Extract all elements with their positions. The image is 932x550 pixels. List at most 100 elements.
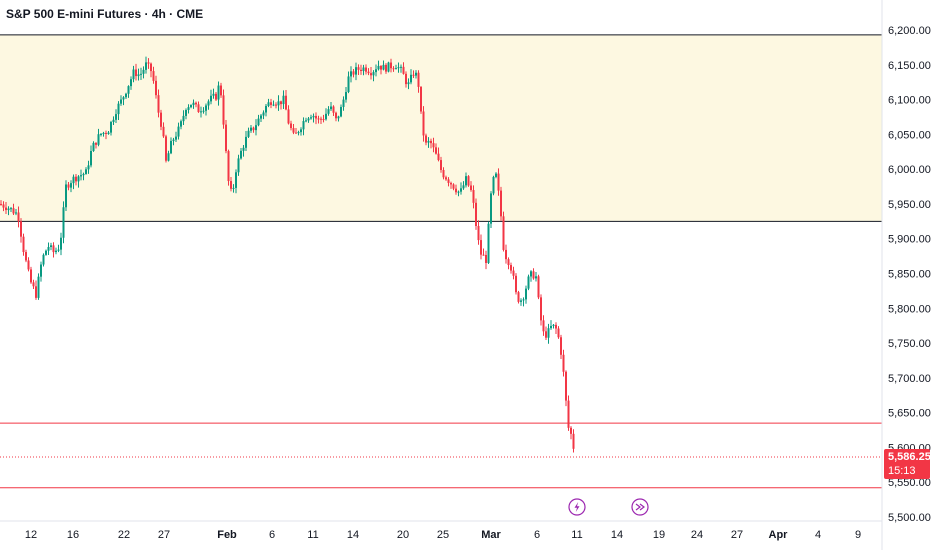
candle-body — [377, 65, 380, 70]
candle-body — [392, 68, 395, 70]
x-tick-label: 14 — [347, 529, 359, 541]
last-price-value: 5,586.25 — [888, 451, 931, 463]
candle-body — [450, 182, 452, 185]
candle-body — [152, 71, 155, 81]
candle-body — [512, 270, 515, 276]
x-tick-label: Mar — [481, 529, 501, 541]
x-tick-label: 11 — [571, 529, 582, 541]
candle-body — [527, 276, 530, 289]
candle-body — [202, 110, 205, 112]
candle-body — [132, 69, 135, 80]
candle-body — [107, 132, 110, 134]
candle-body — [57, 249, 60, 251]
candle-body — [180, 121, 182, 127]
candle-body — [90, 150, 92, 166]
candle-body — [197, 104, 200, 113]
candle-body — [477, 226, 480, 241]
candle-body — [222, 95, 225, 125]
candle-body — [295, 132, 297, 134]
candle-body — [412, 74, 415, 76]
candle-body — [347, 76, 350, 93]
chart-title: S&P 500 E-mini Futures · 4h · CME — [6, 7, 204, 21]
candle-body — [207, 101, 210, 106]
lightning-icon[interactable] — [568, 498, 586, 516]
candle-body — [245, 136, 247, 148]
candle-body — [65, 184, 67, 208]
candle-body — [435, 147, 437, 154]
candle-body — [442, 169, 445, 178]
candle-body — [557, 328, 560, 338]
candle-body — [110, 122, 112, 133]
candle-body — [515, 275, 517, 293]
candle-body — [482, 254, 485, 256]
x-tick-label: 27 — [731, 529, 743, 541]
candle-body — [242, 147, 245, 151]
candle-body — [455, 188, 457, 193]
candle-body — [50, 245, 52, 247]
candle-body — [340, 106, 342, 117]
candle-body — [487, 223, 490, 263]
candle-body — [200, 111, 202, 113]
candle-body — [370, 73, 372, 76]
candle-body — [532, 271, 535, 279]
candle-body — [137, 74, 140, 77]
candle-body — [185, 109, 187, 116]
candle-body — [285, 95, 287, 110]
candle-body — [490, 193, 492, 224]
candle-body — [87, 165, 90, 170]
candle-body — [212, 93, 215, 96]
candle-body — [147, 62, 150, 64]
candle-body — [122, 97, 125, 100]
candle-body — [342, 99, 345, 107]
candle-body — [97, 134, 100, 145]
candle-body — [310, 117, 312, 119]
candle-body — [405, 73, 407, 85]
candle-body — [427, 140, 430, 143]
candle-body — [297, 132, 300, 134]
time-axis: 12 16 22 27 Feb 6 11 14 20 25 Mar 6 11 14 19 24 27 Apr 4 9 — [25, 529, 861, 541]
candle-body — [415, 72, 417, 76]
candle-body — [385, 64, 387, 72]
candle-body — [72, 176, 75, 184]
candle-body — [232, 187, 235, 189]
candle-body — [75, 176, 77, 182]
candles — [0, 56, 575, 453]
candle-body — [420, 86, 422, 112]
candle-body — [142, 69, 145, 74]
candle-body — [325, 113, 327, 120]
candle-body — [462, 185, 465, 189]
x-tick-label: Feb — [217, 529, 237, 541]
candle-body — [572, 433, 575, 449]
candle-body — [55, 250, 57, 253]
candle-body — [507, 259, 510, 266]
candle-body — [140, 73, 142, 75]
candle-body — [545, 331, 547, 338]
candle-body — [230, 181, 232, 189]
candle-body — [182, 115, 185, 122]
candle-body — [255, 125, 257, 131]
candle-body — [357, 67, 360, 70]
candle-body — [537, 276, 540, 298]
candle-body — [492, 176, 495, 194]
candle-body — [505, 249, 507, 260]
y-tick-label: 5,700.00 — [888, 373, 931, 385]
candle-body — [395, 68, 397, 70]
candle-body — [495, 173, 497, 177]
candle-body — [40, 264, 42, 277]
candle-body — [157, 95, 160, 113]
candle-body — [175, 136, 177, 140]
candle-body — [77, 176, 80, 182]
candle-body — [210, 95, 212, 102]
candle-body — [187, 107, 190, 110]
candle-body — [547, 328, 550, 338]
fast-forward-icon[interactable] — [631, 498, 649, 516]
candle-body — [372, 72, 375, 76]
y-tick-label: 6,150.00 — [888, 60, 931, 72]
candle-body — [20, 221, 22, 237]
candle-body — [227, 151, 230, 182]
candle-body — [272, 104, 275, 106]
candle-body — [270, 102, 272, 105]
candle-body — [397, 67, 400, 69]
candle-body — [502, 216, 505, 250]
